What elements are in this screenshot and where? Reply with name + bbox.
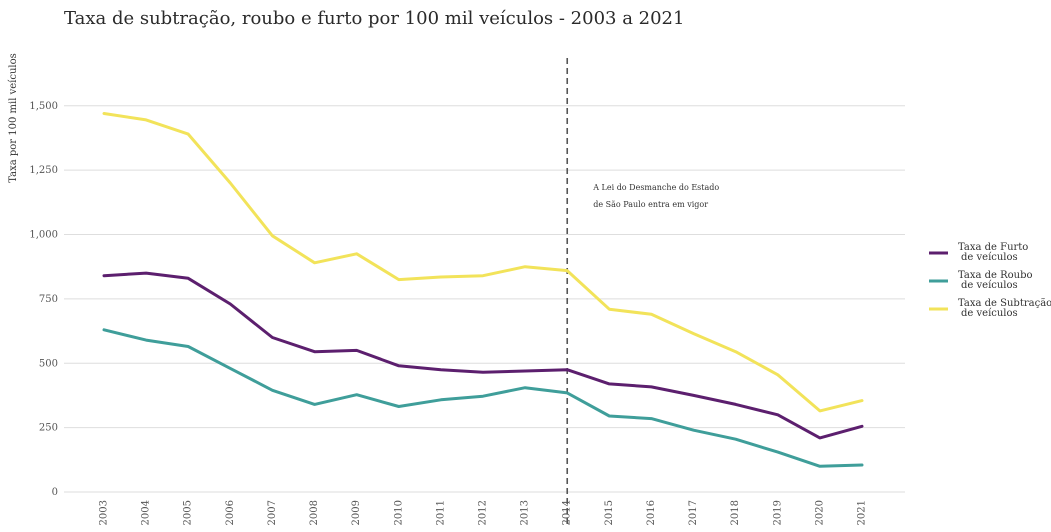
y-tick-label: 1,000 bbox=[29, 230, 58, 241]
x-tick-label: 2013 bbox=[520, 500, 531, 525]
y-tick-label: 1,250 bbox=[29, 165, 58, 176]
legend-label: de veículos bbox=[961, 308, 1018, 319]
x-tick-label: 2014 bbox=[562, 500, 573, 525]
legend-label: Taxa de Roubo bbox=[958, 270, 1033, 281]
y-tick-label: 500 bbox=[39, 358, 58, 369]
x-tick-label: 2011 bbox=[435, 500, 446, 525]
x-tick-label: 2020 bbox=[814, 500, 825, 525]
x-tick-label: 2016 bbox=[646, 500, 657, 525]
annotation-text: A Lei do Desmanche do Estado bbox=[592, 183, 719, 192]
series-line bbox=[102, 271, 864, 440]
gridlines bbox=[64, 105, 905, 493]
series-line bbox=[102, 328, 864, 468]
legend-label: Taxa de Furto bbox=[958, 242, 1028, 253]
x-tick-label: 2004 bbox=[141, 500, 152, 525]
y-tick-label: 1,500 bbox=[29, 101, 58, 112]
legend-label: Taxa de Subtração bbox=[958, 298, 1051, 309]
x-tick-label: 2019 bbox=[772, 500, 783, 525]
y-axis-label: Taxa por 100 mil veículos bbox=[8, 53, 19, 183]
x-tick-label: 2018 bbox=[730, 500, 741, 525]
series-line bbox=[102, 112, 864, 413]
y-axis-ticks: 0 250 500 750 1,000 1,250 1,500 bbox=[29, 101, 58, 498]
annotation-text: de São Paulo entra em vigor bbox=[593, 200, 708, 209]
x-axis-ticks: 2003 2004 2005 2006 2007 2008 2009 2010 2011 2012… bbox=[99, 500, 868, 525]
y-tick-label: 750 bbox=[39, 294, 58, 305]
x-tick-label: 2006 bbox=[225, 500, 236, 525]
x-tick-label: 2010 bbox=[393, 500, 404, 525]
y-tick-label: 0 bbox=[52, 487, 58, 498]
x-tick-label: 2005 bbox=[183, 500, 194, 525]
legend-label: de veículos bbox=[961, 252, 1018, 263]
y-tick-label: 250 bbox=[39, 423, 58, 434]
x-tick-label: 2003 bbox=[99, 500, 110, 525]
x-tick-label: 2021 bbox=[857, 500, 868, 525]
chart-title: Taxa de subtração, roubo e furto por 100… bbox=[64, 8, 685, 29]
x-tick-label: 2008 bbox=[309, 500, 320, 525]
legend-label: de veículos bbox=[961, 280, 1018, 291]
x-tick-label: 2015 bbox=[604, 500, 615, 525]
series-lines bbox=[102, 112, 864, 468]
x-tick-label: 2009 bbox=[351, 500, 362, 525]
x-tick-label: 2007 bbox=[267, 500, 278, 525]
x-tick-label: 2017 bbox=[688, 500, 699, 525]
x-tick-label: 2012 bbox=[478, 500, 489, 525]
annotation-layer: A Lei do Desmanche do Estado de São Paulo… bbox=[566, 58, 719, 525]
